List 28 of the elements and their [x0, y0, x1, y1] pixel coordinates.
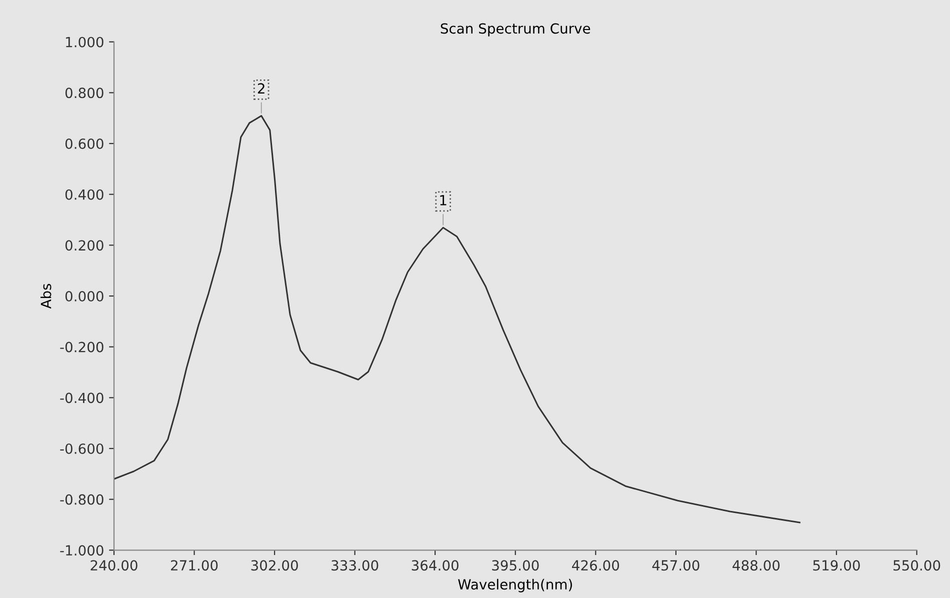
x-tick-label: 302.00 — [251, 560, 298, 571]
x-tick-label: 271.00 — [170, 560, 218, 571]
y-tick-label: 0.200 — [65, 240, 104, 251]
y-tick-label: 1.000 — [66, 36, 104, 48]
y-tick-label: -0.800 — [60, 494, 104, 505]
x-tick-label: 519.00 — [813, 560, 860, 571]
y-tick-label: -0.600 — [60, 443, 104, 454]
x-tick-label: 240.00 — [90, 560, 138, 571]
x-tick-label: 457.00 — [652, 560, 700, 571]
y-tick-label: -0.400 — [60, 392, 104, 404]
annotation: 1 — [440, 195, 446, 206]
chart-title: Scan Spectrum Curve — [440, 23, 590, 36]
x-tick-label: 488.00 — [732, 560, 780, 571]
x-axis-title: Wavelength(nm) — [458, 578, 572, 592]
x-tick-label: 426.00 — [572, 560, 620, 571]
x-tick-label: 364.00 — [412, 560, 458, 571]
y-tick-label: -1.000 — [60, 545, 104, 556]
y-tick-label: 0.600 — [65, 138, 104, 149]
line-series — [114, 115, 800, 524]
x-tick-label: 395.00 — [492, 560, 539, 571]
y-tick-label: 0.800 — [65, 88, 104, 98]
y-tick-label: 0.400 — [65, 189, 104, 200]
y-tick-label: -0.200 — [60, 342, 104, 352]
annotation: 2 — [258, 83, 264, 94]
x-tick-label: 550.00 — [894, 560, 940, 571]
y-tick-label: 0.000 — [65, 290, 104, 302]
x-tick-label: 333.00 — [332, 560, 378, 571]
y-axis-title: Abs — [40, 284, 52, 309]
